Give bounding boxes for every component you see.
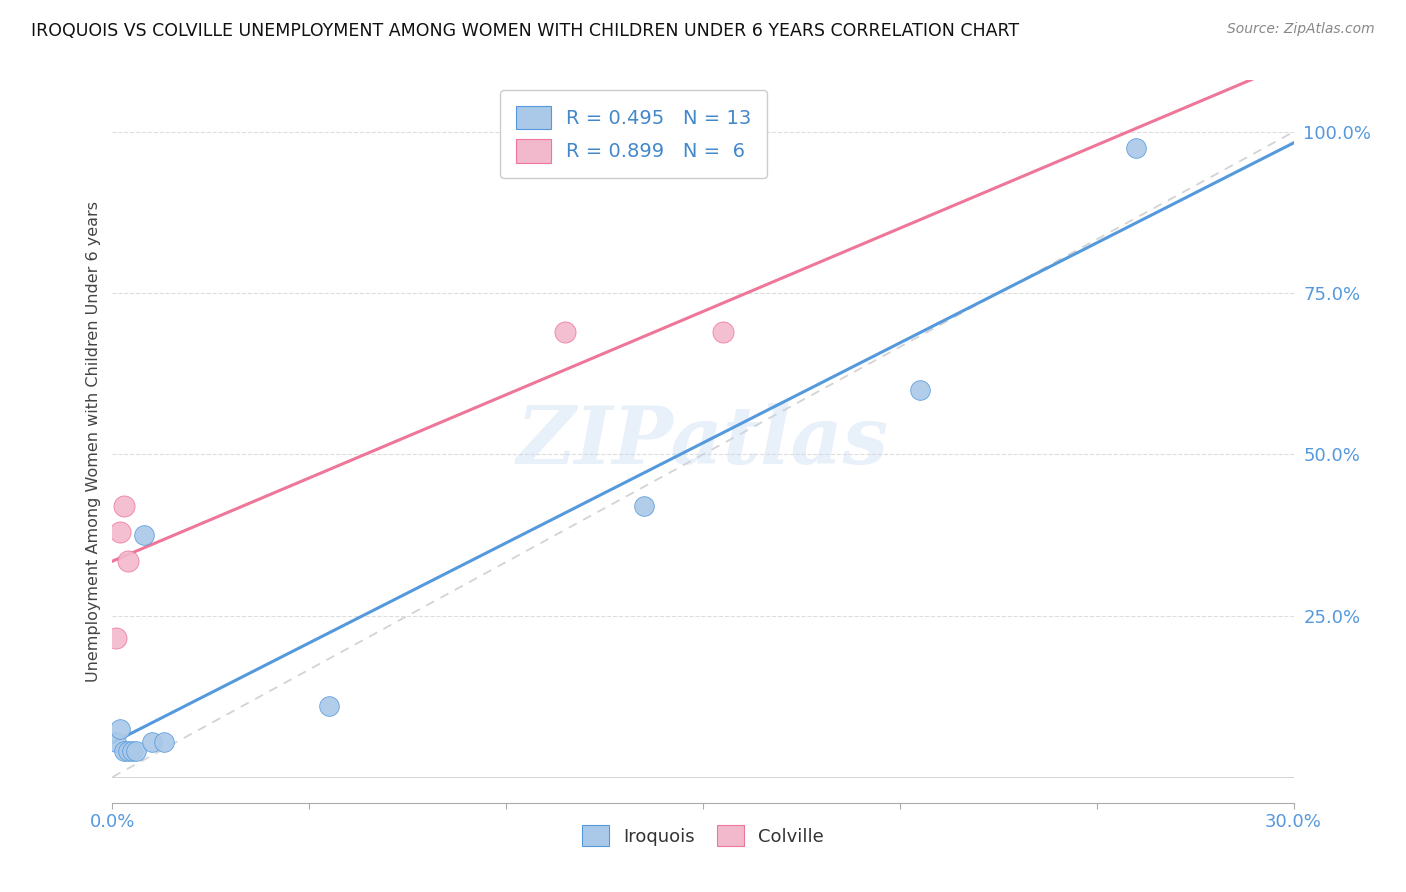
- Point: [121, 744, 143, 758]
- Point: [908, 383, 931, 397]
- Text: IROQUOIS VS COLVILLE UNEMPLOYMENT AMONG WOMEN WITH CHILDREN UNDER 6 YEARS CORREL: IROQUOIS VS COLVILLE UNEMPLOYMENT AMONG …: [31, 22, 1019, 40]
- Point: [633, 499, 655, 513]
- Y-axis label: Unemployment Among Women with Children Under 6 years: Unemployment Among Women with Children U…: [86, 201, 101, 682]
- Text: ZIPatlas: ZIPatlas: [517, 403, 889, 480]
- Point: [318, 699, 340, 714]
- Point: [112, 499, 135, 513]
- Legend: Iroquois, Colville: Iroquois, Colville: [572, 816, 834, 855]
- Text: Source: ZipAtlas.com: Source: ZipAtlas.com: [1227, 22, 1375, 37]
- Point: [554, 325, 576, 339]
- Point: [110, 722, 132, 736]
- Point: [132, 528, 155, 542]
- Point: [105, 734, 128, 748]
- Point: [117, 744, 139, 758]
- Point: [110, 524, 132, 539]
- Point: [1125, 141, 1147, 155]
- Point: [711, 325, 734, 339]
- Point: [152, 734, 174, 748]
- Point: [112, 744, 135, 758]
- Point: [125, 744, 148, 758]
- Point: [105, 632, 128, 646]
- Point: [117, 554, 139, 568]
- Point: [141, 734, 163, 748]
